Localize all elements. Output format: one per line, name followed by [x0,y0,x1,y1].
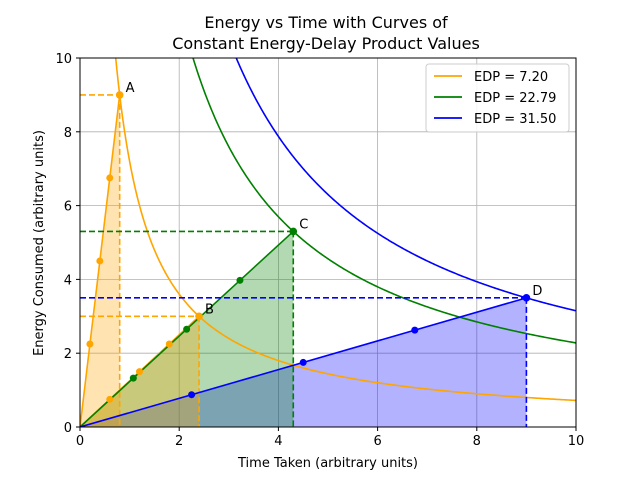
y-tick-label: 10 [55,52,72,67]
point-label-b: B [205,302,214,317]
slope-marker-c [183,325,191,333]
legend-label-3: EDP = 31.50 [474,112,556,127]
y-tick-label: 2 [64,347,72,362]
point-marker-d [522,294,531,302]
legend-label-1: EDP = 7.20 [474,70,548,85]
legend-label-2: EDP = 22.79 [474,91,556,106]
slope-marker-d [299,358,307,366]
legend-box [425,63,570,133]
x-tick-label: 6 [373,434,381,449]
chart-title-line1: Energy vs Time with Curves of [204,13,448,32]
plot-clip-group [80,58,576,427]
point-marker-b [195,312,203,321]
slope-marker-d [188,391,196,399]
point-marker-c [289,227,298,236]
x-tick-label: 4 [274,434,282,449]
slope-marker-a [96,257,104,265]
plot-area: A B C D 0 2 4 6 8 10 0 2 4 6 8 10 [55,52,585,449]
slope-marker-b [136,368,144,376]
edp-curve-1 [114,58,576,402]
y-tick-label: 4 [64,273,72,288]
point-marker-a [115,91,124,99]
slope-marker-a [106,174,114,182]
y-tick-label: 8 [64,126,72,141]
slope-marker-b [165,340,173,348]
axes-frame [79,57,577,428]
y-tick-label: 0 [64,421,72,436]
edp-curve-2 [192,58,576,344]
y-axis-label: Energy Consumed (arbitrary units) [32,130,47,356]
slope-marker-c [236,276,244,284]
point-label-c: C [299,217,308,232]
legend: EDP = 7.20 EDP = 22.79 EDP = 31.50 [425,63,570,133]
x-axis-label: Time Taken (arbitrary units) [237,456,418,471]
y-tick-label: 6 [64,200,72,215]
slope-marker-b [106,395,114,403]
slope-marker-a [86,340,94,348]
x-tick-label: 10 [568,434,585,449]
point-label-d: D [532,284,542,299]
edp-curve-3 [235,58,576,312]
slope-marker-c [129,374,137,382]
chart-title-line2: Constant Energy-Delay Product Values [172,34,480,53]
x-tick-label: 8 [473,434,481,449]
x-tick-label: 2 [175,434,183,449]
point-label-a: A [126,81,135,96]
slope-marker-d [411,326,419,334]
x-tick-label: 0 [76,434,84,449]
